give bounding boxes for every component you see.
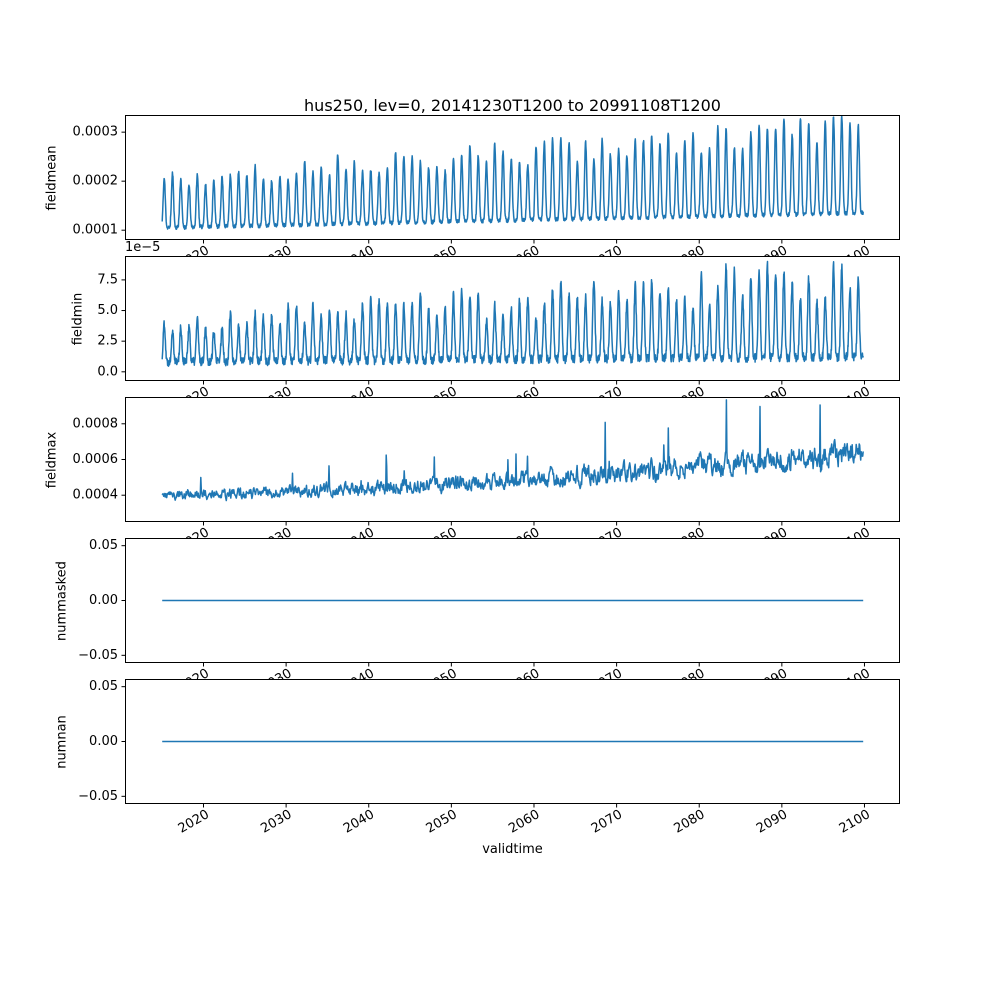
subplot-numnan: −0.05 0.00 0.05 2020 2030 2040 2050 2060 2070 208…	[78, 679, 900, 837]
subplot-nummasked: −0.050.000.05202020302040205020602070208…	[78, 538, 900, 696]
x-tick-label: 2030	[258, 807, 294, 837]
x-tick-label: 2020	[176, 807, 212, 837]
y-tick-label: 0.0	[97, 364, 118, 379]
y-tick-label: −0.05	[78, 648, 118, 663]
y-tick-label: 2.5	[97, 334, 118, 349]
y-tick-label: 0.05	[89, 679, 118, 694]
y-tick-label: 0.0001	[73, 223, 119, 238]
chart-title: hus250, lev=0, 20141230T1200 to 20991108…	[304, 96, 721, 115]
y-tick-label: 0.0002	[73, 174, 119, 189]
y-tick-label: −0.05	[78, 789, 118, 804]
y-axis-label-numnan: numnan	[54, 714, 69, 769]
axes-frame	[125, 256, 900, 381]
x-tick-label: 2080	[671, 807, 707, 837]
x-tick-label: 2040	[341, 807, 377, 837]
series-line-fieldmean	[161, 115, 864, 230]
subplot-fieldmin: 0.02.55.07.52020203020402050206020702080…	[97, 240, 900, 414]
x-tick-label: 2090	[754, 807, 790, 837]
y-tick-label: 0.00	[89, 734, 118, 749]
y-tick-label: 0.0008	[73, 416, 119, 431]
axes-frame	[125, 397, 900, 522]
axes-frame	[125, 115, 900, 240]
axes-frame	[125, 538, 900, 663]
subplot-fieldmax: 0.00040.00060.00082020203020402050206020…	[73, 397, 900, 555]
y-axis-label-fieldmax: fieldmax	[44, 431, 59, 488]
y-tick-label: 0.0006	[73, 452, 119, 467]
y-axis-offset-text: 1e−5	[125, 240, 160, 255]
y-tick-label: 0.0004	[73, 488, 119, 503]
axes-frame	[125, 679, 900, 804]
y-axis-label-fieldmean: fieldmean	[44, 145, 59, 210]
y-axis-label-nummasked: nummasked	[54, 560, 69, 641]
y-tick-label: 7.5	[97, 272, 118, 287]
y-tick-label: 0.0003	[73, 125, 119, 140]
x-tick-label: 2050	[424, 807, 460, 837]
x-tick-label: 2070	[589, 807, 625, 837]
y-tick-label: 5.0	[97, 303, 118, 318]
x-axis-label: validtime	[482, 842, 543, 857]
x-tick-label: 2100	[837, 807, 873, 837]
axes-background	[125, 397, 900, 522]
y-tick-label: 0.05	[89, 538, 118, 553]
y-tick-label: 0.00	[89, 593, 118, 608]
y-axis-label-fieldmin: fieldmin	[70, 292, 85, 345]
series-line-fieldmin	[161, 260, 864, 367]
x-tick-label: 2060	[506, 807, 542, 837]
subplot-fieldmean: 0.00010.00020.00032020203020402050206020…	[73, 115, 900, 273]
series-line-fieldmax	[161, 399, 864, 502]
